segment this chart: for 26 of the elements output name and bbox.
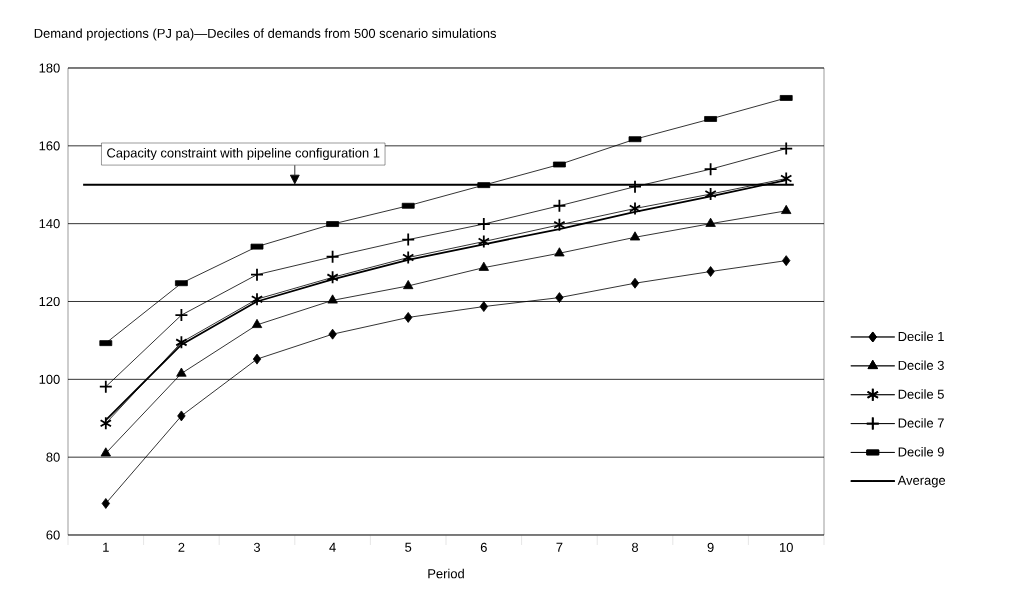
- legend-label: Decile 9: [898, 447, 944, 457]
- x-tick-label: 4: [329, 542, 336, 552]
- y-tick-label: 60: [46, 530, 60, 540]
- legend-label: Decile 7: [898, 418, 944, 428]
- x-tick-label: 3: [253, 542, 261, 552]
- x-tick-label: 6: [480, 542, 487, 552]
- x-tick-label: 2: [178, 542, 185, 552]
- x-tick-label: 9: [707, 542, 714, 552]
- x-tick-label: 1: [103, 542, 109, 552]
- legend-label: Decile 3: [898, 360, 944, 370]
- x-tick-label: 10: [779, 542, 793, 552]
- chart-title: Demand projections (PJ pa)—Deciles of demands from 500 scenario simulations: [34, 28, 497, 41]
- legend-label: Decile 5: [898, 389, 944, 399]
- x-tick-label: 8: [631, 542, 639, 552]
- y-tick-label: 120: [39, 296, 60, 307]
- y-tick-label: 100: [39, 374, 60, 384]
- y-tick-label: 80: [46, 452, 60, 462]
- legend-label: Average: [897, 475, 946, 488]
- y-tick-label: 140: [39, 219, 60, 229]
- y-tick-label: 160: [39, 141, 60, 151]
- ref-line-label: Capacity constraint with pipeline configuration 1: [107, 148, 380, 161]
- x-axis-title: Period: [428, 568, 464, 579]
- x-tick-label: 7: [556, 542, 563, 552]
- legend-label: Decile 1: [898, 331, 944, 342]
- x-tick-label: 5: [405, 542, 412, 552]
- y-tick-label: 180: [39, 63, 60, 73]
